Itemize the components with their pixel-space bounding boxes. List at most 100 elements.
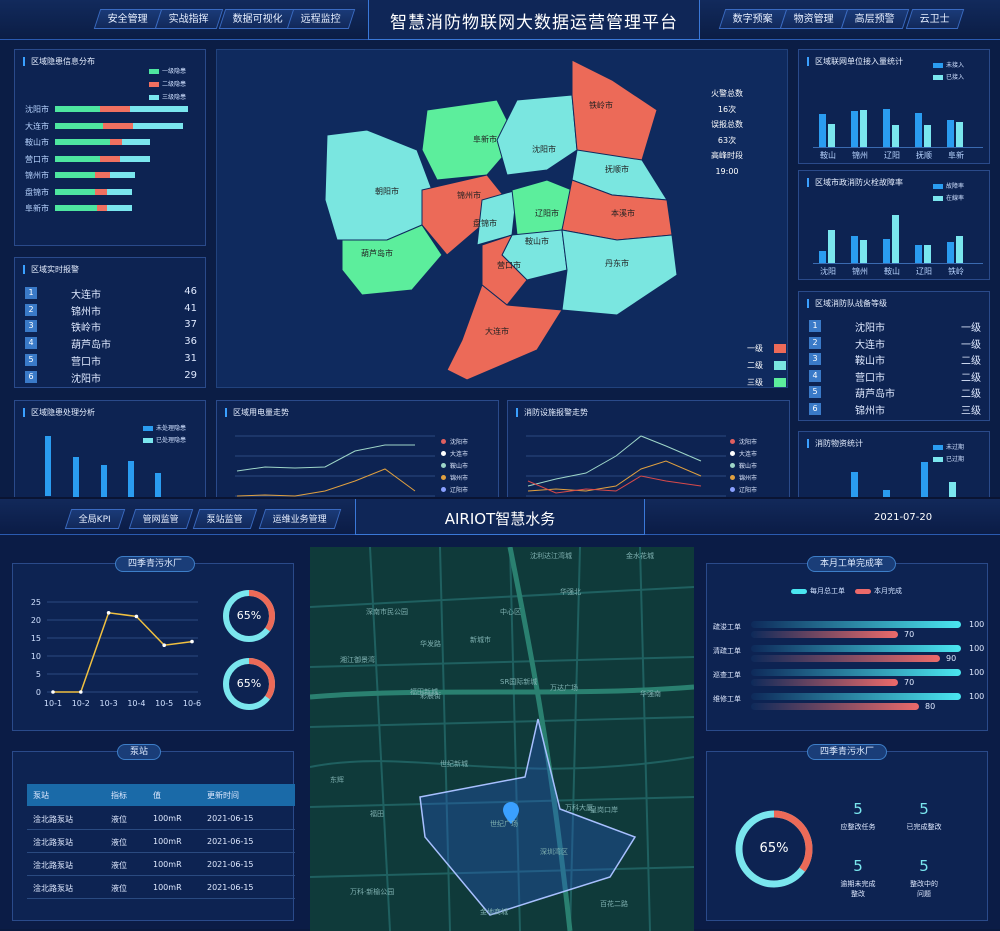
rank-row[interactable]: 4 葫芦岛市 36 xyxy=(25,335,211,351)
trend-legend-item: 沈阳市 xyxy=(730,437,757,449)
plant-ytick: 5 xyxy=(36,670,41,679)
rank-number: 6 xyxy=(25,370,37,383)
region-chaoyang xyxy=(324,129,433,241)
rank-value: 一级 xyxy=(961,323,981,334)
plant-ring-2 xyxy=(223,658,275,710)
liaoning-map[interactable]: 铁岭市 阜新市 沈阳市 抚顺市 朝阳市 锦州市 辽阳市 本溪市 盘锦市 鞍山市 … xyxy=(216,49,788,388)
panel-fire-team: 区域消防队战备等级 1 沈阳市 一级 2 大连市 一级 3 鞍山市 二级 4 营口市 二级 5 葫芦岛市二… xyxy=(798,291,990,421)
rank-row[interactable]: 3 铁岭市 37 xyxy=(25,318,211,334)
rank-row[interactable]: 5 营口市 31 xyxy=(25,352,211,368)
nav-visualization[interactable]: 数据可视化 xyxy=(218,9,298,29)
workorder-done-value: 80 xyxy=(925,702,936,711)
rank-city: 鞍山市 xyxy=(855,356,885,368)
workorder-done-value: 70 xyxy=(904,678,915,687)
grouped-bar xyxy=(851,236,858,263)
rank-city: 营口市 xyxy=(71,356,101,368)
water-date: 2021-07-20 xyxy=(874,512,933,523)
pump-cell: 淦北路泵站 xyxy=(33,884,73,893)
pump-cell: 2021-06-15 xyxy=(207,860,254,869)
rank-row[interactable]: 1 沈阳市 一级 xyxy=(809,318,995,334)
pump-table-row[interactable]: 淦北路泵站 液位 100mR 2021-06-15 xyxy=(27,808,295,830)
plant-point xyxy=(190,639,194,644)
bar-axis-label: 抚顺 xyxy=(916,151,932,160)
legend-expired: 已过期 xyxy=(933,454,964,463)
panel-pump: 泵站 泵站 指标 值 更新时间 淦北路泵站 液位 100mR 2021-06-15 淦北… xyxy=(12,744,295,921)
hazard-bar-seg xyxy=(110,172,135,178)
workorder-done-value: 90 xyxy=(946,654,957,663)
map-place-label: 沈利达江湾城 xyxy=(530,552,572,560)
nav-kpi[interactable]: 全局KPI xyxy=(64,509,126,529)
rank-number: 4 xyxy=(25,337,37,350)
workorder-label: 疏浚工单 xyxy=(713,623,741,631)
rank-value: 二级 xyxy=(961,372,981,384)
region-dalian xyxy=(446,284,563,381)
pump-table-row[interactable]: 淦北路泵站 液位 100mR 2021-06-15 xyxy=(27,831,295,853)
map-label-jinzhou: 锦州市 xyxy=(457,191,481,200)
trend-legend-item: 鞍山市 xyxy=(441,461,468,473)
nav-high-warning[interactable]: 高层预警 xyxy=(840,9,910,29)
plant-ytick: 10 xyxy=(31,652,41,661)
pump-col-station: 泵站 xyxy=(33,791,49,800)
trend-legend-item: 鞍山市 xyxy=(730,461,757,473)
city-map[interactable]: 沈利达江湾城 金水花城 深南市民公园 华发路 中心区 湘江御景湾 华强北 新城市 福田新城 SR国… xyxy=(310,547,694,931)
nav-safety[interactable]: 安全管理 xyxy=(93,9,163,29)
rank-value: 三级 xyxy=(961,406,981,417)
grouped-bar xyxy=(956,122,963,147)
hazard-bar-seg xyxy=(103,122,133,129)
legend-not-connected: 未接入 xyxy=(933,60,964,69)
grouped-bar xyxy=(860,110,867,147)
plant-ytick: 15 xyxy=(31,634,41,643)
facility-alarm-chart xyxy=(526,435,726,497)
hazard-city-label: 阜新市 xyxy=(25,204,49,213)
nav-pipe-network[interactable]: 管网监管 xyxy=(128,509,194,529)
plant-xtick: 10-3 xyxy=(100,699,118,708)
trend-legend-item: 辽阳市 xyxy=(441,485,468,497)
rank-value: 29 xyxy=(184,369,197,381)
rank-row[interactable]: 2 锦州市 41 xyxy=(25,302,211,318)
water-title-frame xyxy=(355,499,645,535)
rank-number: 2 xyxy=(25,303,37,316)
pump-table-row[interactable]: 淦北路泵站 液位 100mR 2021-06-15 xyxy=(27,854,295,876)
region-tieling xyxy=(571,59,658,166)
pump-col-metric: 指标 xyxy=(111,791,127,800)
hazard-bar-seg xyxy=(107,205,132,211)
grouped-bar xyxy=(947,119,954,147)
hazard-bar-seg xyxy=(120,155,150,162)
legend-level2: 二级隐患 xyxy=(149,79,186,88)
hazard-bar-seg xyxy=(100,155,120,162)
location-pin-icon[interactable] xyxy=(503,802,519,824)
nav-command[interactable]: 实战指挥 xyxy=(154,9,224,29)
map-place-label: 世纪广场 xyxy=(490,820,518,828)
rank-row[interactable]: 1 大连市 46 xyxy=(25,285,211,301)
grouped-bar xyxy=(915,245,922,263)
nav-remote-monitor[interactable]: 远程监控 xyxy=(286,9,356,29)
rank-row[interactable]: 3 鞍山市 二级 xyxy=(809,351,995,367)
rank-row[interactable]: 2 大连市 一级 xyxy=(809,335,995,351)
nav-supplies[interactable]: 物资管理 xyxy=(779,9,849,29)
grouped-bar xyxy=(851,111,858,147)
pump-col-value: 值 xyxy=(153,791,161,800)
water-dashboard: AIRIOT智慧水务 2021-07-20 全局KPI 管网监管 泵站监管 运维… xyxy=(0,497,1000,931)
pump-table-row[interactable]: 淦北路泵站 液位 100mR 2021-06-15 xyxy=(27,877,295,899)
map-label-liaoyang: 辽阳市 xyxy=(535,209,559,218)
plant-ring-1 xyxy=(223,590,275,642)
rank-row[interactable]: 6 锦州市 三级 xyxy=(809,401,995,417)
hazard-handle-title: 区域隐患处理分析 xyxy=(23,408,95,417)
nav-ops-management[interactable]: 运维业务管理 xyxy=(258,509,342,529)
nav-cloud-guard[interactable]: 云卫士 xyxy=(905,9,965,29)
hazard-bar-seg xyxy=(133,122,183,129)
rank-value: 46 xyxy=(184,286,197,297)
rank-row[interactable]: 6 沈阳市 29 xyxy=(25,369,211,385)
hazard-bar-seg xyxy=(55,188,95,195)
hydrant-fault-title: 区域市政消防火栓故障率 xyxy=(807,178,903,187)
rank-row[interactable]: 5 葫芦岛市 二级 xyxy=(809,384,995,400)
workorder-done-bar xyxy=(751,679,898,686)
map-place-label: 福田新城 xyxy=(410,688,438,696)
rank-number: 6 xyxy=(809,403,821,415)
nav-pump-station[interactable]: 泵站监管 xyxy=(192,509,258,529)
map-place-label: 百花二路 xyxy=(600,900,628,908)
nav-digital-plan[interactable]: 数字预案 xyxy=(718,9,788,29)
hazard-bar-seg xyxy=(55,205,97,211)
rank-row[interactable]: 4 营口市 二级 xyxy=(809,368,995,384)
legend-handled: 已处理隐患 xyxy=(143,435,186,444)
